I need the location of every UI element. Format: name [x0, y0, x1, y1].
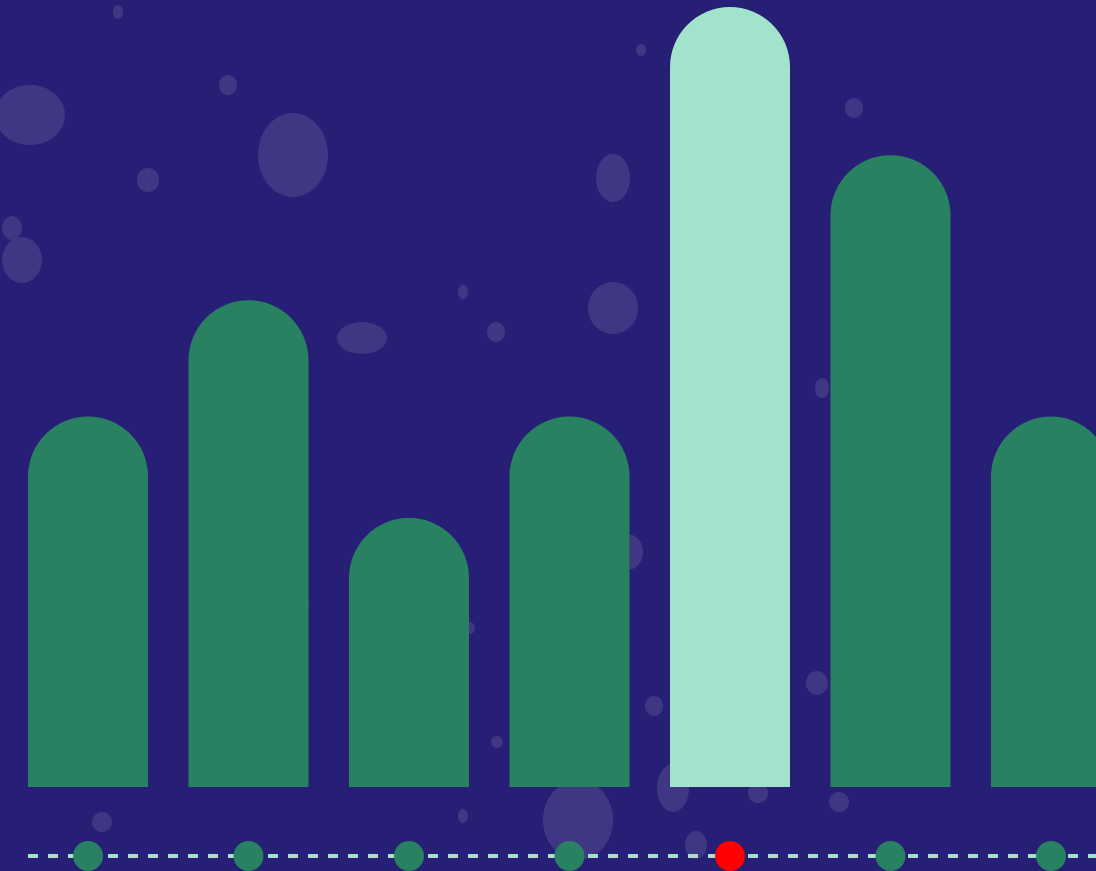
background-blob: [491, 736, 503, 748]
background-blob: [685, 831, 707, 859]
background-blob: [458, 809, 468, 823]
background-blob: [543, 780, 613, 860]
background-blob: [588, 282, 638, 334]
background-blob: [829, 792, 849, 812]
marker-dot[interactable]: [875, 841, 906, 871]
background-blob: [0, 85, 65, 145]
bar: [991, 416, 1096, 787]
background-blob: [815, 378, 829, 398]
background-blob: [636, 44, 646, 56]
background-blob: [219, 75, 237, 95]
bar: [830, 155, 951, 787]
marker-dot[interactable]: [554, 841, 585, 871]
background-blob: [2, 237, 42, 283]
marker-dot-active[interactable]: [715, 841, 745, 871]
background-blob: [748, 783, 768, 803]
bar-highlighted: [670, 7, 790, 787]
background-blobs: [0, 5, 863, 860]
marker-dot[interactable]: [1036, 841, 1066, 871]
background-blob: [2, 216, 22, 240]
bar: [28, 416, 148, 787]
bar: [509, 416, 630, 787]
background-blob: [258, 113, 328, 197]
background-blob: [458, 285, 468, 299]
background-blob: [596, 154, 630, 202]
marker-dot[interactable]: [233, 841, 264, 871]
background-blob: [337, 322, 387, 354]
marker-dot[interactable]: [394, 841, 424, 871]
background-blob: [113, 5, 123, 19]
background-blob: [137, 168, 159, 192]
background-blob: [845, 98, 863, 118]
marker-dots: [73, 841, 1066, 871]
background-blob: [92, 812, 112, 832]
marker-dot[interactable]: [73, 841, 103, 871]
background-blob: [806, 671, 828, 695]
bars-group: [28, 7, 1096, 787]
background-blob: [487, 322, 505, 342]
background-blob: [645, 696, 663, 716]
bar: [349, 517, 470, 787]
bar: [188, 300, 309, 787]
